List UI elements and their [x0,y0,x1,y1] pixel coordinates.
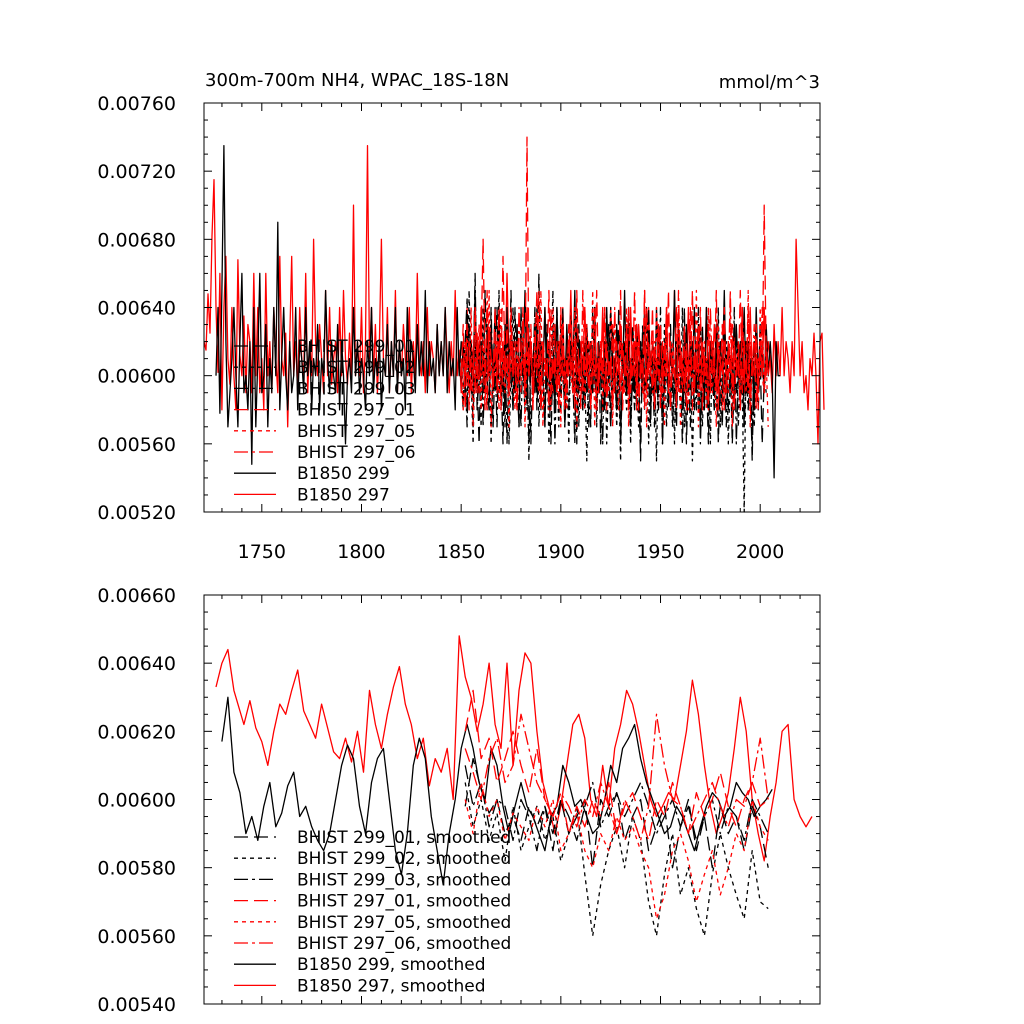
y-tick-label: 0.00540 [97,994,176,1016]
legend-label: BHIST 299_02, smoothed [297,849,511,869]
x-tick-label: 1950 [636,541,684,563]
top-chart-panel: 300m-700m NH4, WPAC_18S-18N mmol/m^3 0.0… [97,70,825,563]
y-tick-label: 0.00560 [97,434,176,456]
y-tick-label: 0.00620 [97,721,176,743]
bottom-chart-panel: 0.00540 0.00560 0.00580 0.00600 0.00620 0.006… [97,585,821,1016]
series-line-bhist-297-06-smoothed [464,713,769,842]
legend-label: BHIST 299_01 [297,337,416,357]
legend-label: B1850 299, smoothed [297,955,486,975]
legend-label: B1850 297, smoothed [297,976,486,996]
series-line-bhist-297-06 [460,289,771,411]
x-tick-label: 1800 [337,541,385,563]
legend-label: BHIST 297_01, smoothed [297,892,511,912]
y-tick-label: 0.00760 [97,93,176,115]
y-tick-label: 0.00600 [97,366,176,388]
legend-label: BHIST 299_03 [297,379,416,399]
y-tick-label: 0.00520 [97,502,176,524]
x-tick-label: 2000 [736,541,784,563]
units-label: mmol/m^3 [719,72,820,93]
series-line-bhist-299-02-smoothed [464,782,769,937]
legend-label: BHIST 297_05, smoothed [297,913,511,933]
y-tick-label: 0.00680 [97,229,176,251]
top-plot-area [203,136,825,513]
legend-label: BHIST 299_03, smoothed [297,870,511,890]
y-tick-label: 0.00640 [97,298,176,320]
y-tick-label: 0.00580 [97,858,176,880]
legend-label: BHIST 297_06 [297,443,416,463]
bottom-plot-area [215,635,813,937]
y-tick-label: 0.00600 [97,790,176,812]
x-tick-label: 1900 [537,541,585,563]
legend-label: B1850 299 [297,464,390,484]
legend-label: B1850 297 [297,485,390,505]
y-tick-label: 0.00660 [97,585,176,607]
y-tick-label: 0.00720 [97,161,176,183]
y-tick-label: 0.00640 [97,653,176,675]
series-line-bhist-299-02 [460,289,759,513]
legend-label: BHIST 297_01 [297,401,416,421]
y-tick-label: 0.00560 [97,926,176,948]
legend-label: BHIST 299_01, smoothed [297,828,511,848]
chart-title: 300m-700m NH4, WPAC_18S-18N [205,70,509,91]
legend-label: BHIST 297_05 [297,422,416,442]
series-line-bhist-299-03-smoothed [464,765,769,852]
top-axes: 0.00520 0.00560 0.00600 0.00640 0.00680 0.007… [97,93,820,563]
series-line-bhist-299-03 [460,272,763,445]
series-line-bhist-297-05-smoothed [464,781,769,920]
x-tick-label: 1750 [238,541,286,563]
bottom-axes: 0.00540 0.00560 0.00580 0.00600 0.00620 0.006… [97,585,820,1016]
series-line-bhist-297-01 [460,136,769,411]
legend-label: BHIST 299_02 [297,358,416,378]
x-tick-label: 1850 [437,541,485,563]
legend-label: BHIST 297_06, smoothed [297,934,511,954]
series-line-b1850-299-smoothed [221,696,773,886]
